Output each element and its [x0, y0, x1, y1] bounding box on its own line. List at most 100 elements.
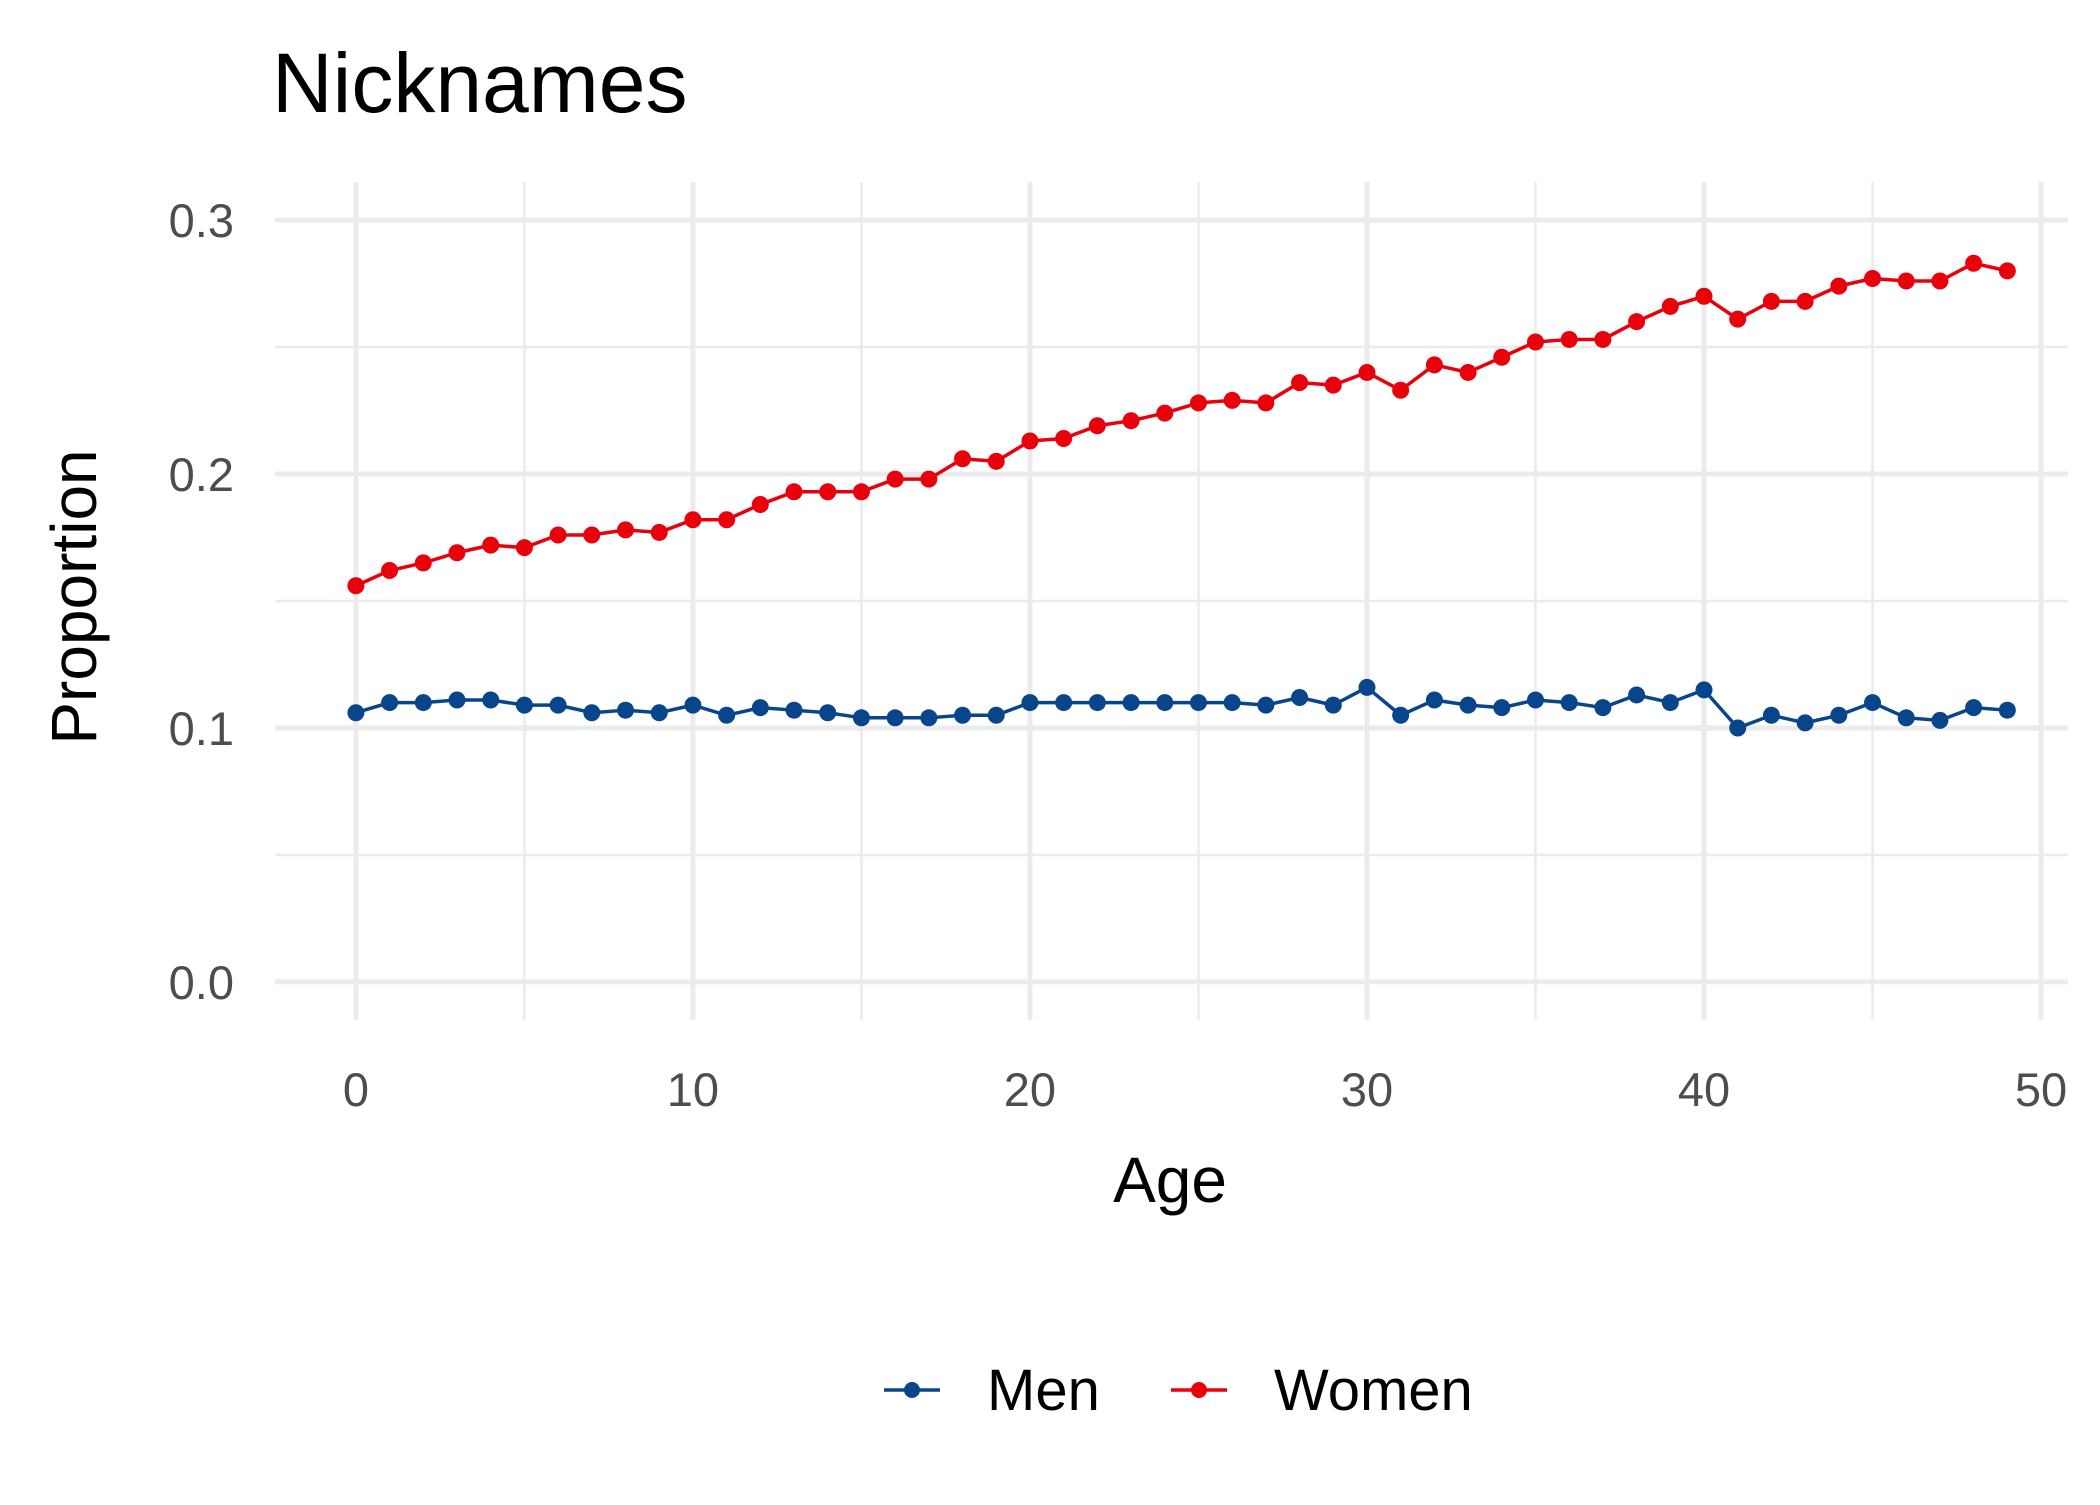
data-point-men — [414, 694, 432, 712]
data-point-women — [1864, 269, 1882, 287]
data-point-men — [347, 704, 365, 722]
data-point-men — [1291, 688, 1309, 706]
data-point-men — [920, 709, 938, 727]
series-layer — [347, 254, 2016, 737]
data-point-women — [1425, 356, 1443, 374]
series-men — [347, 678, 2016, 737]
data-point-women — [852, 483, 870, 501]
data-point-women — [1594, 330, 1612, 348]
data-point-women — [583, 526, 601, 544]
data-point-men — [1189, 694, 1207, 712]
data-point-women — [1628, 313, 1646, 331]
data-point-men — [381, 694, 399, 712]
data-point-men — [448, 691, 466, 709]
data-point-women — [1560, 330, 1578, 348]
data-point-women — [1796, 292, 1814, 310]
data-point-women — [1762, 292, 1780, 310]
data-point-men — [1055, 694, 1073, 712]
data-point-men — [1762, 706, 1780, 724]
series-line-women — [355, 261, 2008, 588]
data-point-women — [482, 536, 500, 554]
x-tick-label: 20 — [1004, 1063, 1056, 1116]
data-point-men — [785, 701, 803, 719]
data-point-men — [1695, 681, 1713, 699]
data-point-men — [1122, 694, 1140, 712]
data-point-men — [1998, 701, 2016, 719]
x-tick-label: 10 — [667, 1063, 719, 1116]
x-tick-label: 30 — [1341, 1063, 1393, 1116]
legend: Men Women — [884, 1358, 1473, 1423]
data-point-men — [1358, 678, 1376, 696]
data-point-men — [684, 696, 702, 714]
data-point-men — [1459, 696, 1477, 714]
data-point-women — [1729, 310, 1747, 328]
data-point-men — [1661, 694, 1679, 712]
legend-key-point-men — [904, 1382, 920, 1398]
data-point-men — [1594, 699, 1612, 717]
legend-item-women: Women — [1171, 1358, 1473, 1423]
data-point-women — [650, 523, 668, 541]
data-point-women — [1257, 394, 1275, 412]
data-point-women — [684, 511, 702, 529]
y-tick-label: 0.3 — [169, 194, 234, 247]
y-tick-label: 0.2 — [169, 448, 234, 501]
data-point-men — [819, 704, 837, 722]
data-point-men — [1729, 719, 1747, 737]
data-point-women — [381, 562, 399, 580]
data-point-men — [1628, 686, 1646, 704]
legend-key-point-women — [1191, 1382, 1207, 1398]
data-point-women — [1088, 417, 1106, 435]
data-point-men — [1257, 696, 1275, 714]
data-point-men — [1526, 691, 1544, 709]
data-point-men — [1830, 706, 1848, 724]
data-point-men — [751, 699, 769, 717]
data-point-women — [1324, 376, 1342, 394]
data-point-men — [515, 696, 533, 714]
data-point-women — [1021, 432, 1039, 450]
data-point-women — [920, 470, 938, 488]
data-point-men — [1425, 691, 1443, 709]
data-point-women — [347, 577, 365, 595]
data-point-women — [1931, 272, 1949, 290]
data-point-men — [954, 706, 972, 724]
data-point-women — [1965, 254, 1983, 272]
data-point-men — [1493, 699, 1511, 717]
series-line-men — [355, 685, 2008, 730]
data-point-women — [1695, 287, 1713, 305]
data-point-women — [718, 511, 736, 529]
data-point-women — [1830, 277, 1848, 295]
data-point-women — [819, 483, 837, 501]
x-tick-labels: 0 10 20 30 40 50 — [343, 1063, 2067, 1116]
data-point-women — [785, 483, 803, 501]
data-point-men — [1965, 699, 1983, 717]
y-axis-title: Proportion — [38, 449, 110, 744]
data-point-women — [414, 554, 432, 572]
data-point-men — [1088, 694, 1106, 712]
data-point-men — [1392, 706, 1410, 724]
data-point-women — [1998, 262, 2016, 280]
data-point-men — [1897, 709, 1915, 727]
legend-item-men: Men — [884, 1358, 1100, 1423]
data-point-women — [1189, 394, 1207, 412]
data-point-men — [987, 706, 1005, 724]
data-point-women — [1459, 363, 1477, 381]
x-axis-title: Age — [1113, 1144, 1227, 1216]
legend-label-women: Women — [1274, 1358, 1473, 1423]
data-point-women — [1358, 363, 1376, 381]
data-point-men — [1223, 694, 1241, 712]
data-point-men — [482, 691, 500, 709]
data-point-women — [617, 521, 635, 539]
data-point-men — [650, 704, 668, 722]
data-point-women — [549, 526, 567, 544]
data-point-women — [751, 496, 769, 514]
data-point-women — [1661, 297, 1679, 315]
y-tick-label: 0.1 — [169, 702, 234, 755]
data-point-women — [1392, 381, 1410, 399]
data-point-women — [1156, 404, 1174, 422]
data-point-men — [1864, 694, 1882, 712]
data-point-women — [1122, 412, 1140, 430]
x-tick-label: 50 — [2015, 1063, 2067, 1116]
x-tick-label: 40 — [1678, 1063, 1730, 1116]
